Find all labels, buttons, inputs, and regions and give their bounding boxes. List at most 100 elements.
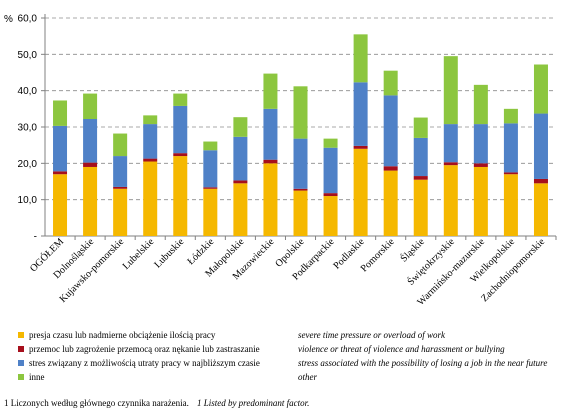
x-tick-label: Pomorskie — [359, 236, 397, 274]
legend-label-pl: stres związany z możliwością utraty prac… — [29, 358, 260, 368]
bar-segment-3 — [173, 105, 188, 154]
bar-segment-1 — [203, 188, 218, 236]
bar-segment-2 — [503, 172, 518, 175]
x-tick-label: Śląskie — [398, 235, 427, 264]
legend-label-en: stress associated with the possibility o… — [298, 358, 548, 368]
bar-segment-1 — [293, 190, 308, 236]
bar-segment-4 — [533, 64, 548, 114]
bar-segment-3 — [533, 113, 548, 179]
bar-segment-1 — [443, 165, 458, 236]
bar-segment-3 — [263, 108, 278, 160]
bar-segment-3 — [113, 156, 128, 187]
y-tick-label: 60,0 — [18, 14, 38, 25]
bar-segment-1 — [83, 166, 98, 236]
legend-swatch — [18, 374, 24, 380]
bar-segment-1 — [383, 170, 398, 236]
legend-item-time-pressure: presja czasu lub nadmierne obciążenie il… — [18, 330, 558, 342]
bar-segment-1 — [113, 188, 128, 236]
bar-segment-4 — [143, 115, 158, 125]
bar-segment-4 — [473, 84, 488, 125]
bar-segment-3 — [143, 124, 158, 159]
y-tick-label: 50,0 — [18, 50, 38, 61]
footnote-pl: 1 Liczonych według głównego czynnika nar… — [4, 398, 189, 408]
bar-segment-3 — [353, 82, 368, 146]
bar-segment-1 — [503, 174, 518, 236]
footnote-en: 1 Listed by predominant factor. — [196, 398, 310, 408]
legend-item-violence: przemoc lub zagrożenie przemocą oraz nęk… — [18, 344, 558, 356]
bar-segment-2 — [293, 188, 308, 191]
bar-segment-2 — [353, 145, 368, 149]
bar-segment-4 — [353, 34, 368, 83]
bar-segment-1 — [263, 163, 278, 236]
bar-segment-2 — [323, 193, 338, 197]
bar-segment-1 — [53, 174, 68, 236]
bar-segment-4 — [53, 100, 68, 126]
bar-segment-1 — [323, 196, 338, 236]
legend-label-pl: przemoc lub zagrożenie przemocą oraz nęk… — [29, 344, 260, 354]
bar-segment-4 — [203, 141, 218, 151]
bar-segment-2 — [233, 180, 248, 184]
bar-segment-3 — [413, 137, 428, 177]
bar-segment-4 — [413, 117, 428, 138]
bar-segment-4 — [443, 56, 458, 125]
bar-segment-2 — [533, 178, 548, 184]
bar-segment-2 — [83, 162, 98, 167]
y-tick-label: 30,0 — [18, 123, 38, 134]
bar-segment-2 — [53, 171, 68, 175]
bar-segment-2 — [473, 163, 488, 167]
y-tick-label: 20,0 — [18, 159, 38, 170]
legend-swatch — [18, 332, 24, 338]
footnote: 1 Liczonych według głównego czynnika nar… — [4, 398, 309, 409]
legend-label-pl: inne — [29, 372, 45, 382]
legend-label-en: severe time pressure or overload of work — [298, 330, 445, 340]
bar-segment-1 — [413, 179, 428, 236]
bar-segment-1 — [143, 161, 158, 236]
bar-segment-2 — [173, 153, 188, 157]
bar-segment-4 — [113, 133, 128, 157]
legend-swatch — [18, 360, 24, 366]
y-tick-label: 40,0 — [18, 86, 38, 97]
y-axis-label: % — [4, 14, 13, 25]
bar-segment-4 — [173, 93, 188, 106]
bar-segment-1 — [533, 183, 548, 236]
legend-label-pl: presja czasu lub nadmierne obciążenie il… — [29, 330, 216, 340]
bar-segment-1 — [173, 156, 188, 236]
bar-segment-4 — [383, 70, 398, 96]
bar-segment-3 — [53, 125, 68, 172]
bar-segment-2 — [113, 186, 128, 189]
bar-segment-3 — [323, 147, 338, 194]
bar-segment-2 — [413, 176, 428, 180]
bar-segment-3 — [503, 123, 518, 173]
y-tick-label: 10,0 — [18, 195, 38, 206]
legend-item-other: inne other — [18, 372, 558, 384]
x-tick-label: Lubelskie — [121, 236, 157, 272]
bar-segment-3 — [473, 124, 488, 164]
bar-segment-4 — [83, 93, 98, 120]
bar-segment-2 — [443, 162, 458, 166]
bar-segment-4 — [323, 138, 338, 148]
x-tick-label: Lubuskie — [152, 236, 186, 270]
legend-label-en: other — [298, 372, 317, 382]
bar-segment-3 — [83, 119, 98, 163]
bar-segment-3 — [383, 95, 398, 167]
bar-segment-4 — [293, 86, 308, 139]
bar-segment-3 — [233, 136, 248, 181]
bar-segment-3 — [203, 150, 218, 188]
y-tick-label: - — [34, 232, 37, 243]
bar-segment-4 — [263, 73, 278, 109]
bar-segment-4 — [233, 117, 248, 137]
bar-segment-4 — [503, 108, 518, 124]
bar-segment-1 — [233, 183, 248, 236]
bar-segment-1 — [353, 148, 368, 236]
bar-segment-2 — [383, 166, 398, 171]
legend-item-job-loss-stress: stres związany z możliwością utraty prac… — [18, 358, 558, 370]
bar-segment-3 — [293, 138, 308, 189]
bar-segment-3 — [443, 124, 458, 163]
legend-label-en: violence or threat of violence and haras… — [298, 344, 505, 354]
bar-segment-2 — [203, 187, 218, 189]
stacked-bar-chart: %-10,020,030,040,050,060,0OGÓŁEMDolnoślą… — [4, 14, 557, 308]
bar-segment-2 — [263, 159, 278, 164]
bar-segment-2 — [143, 158, 158, 162]
bar-segment-1 — [473, 166, 488, 236]
legend-swatch — [18, 346, 24, 352]
